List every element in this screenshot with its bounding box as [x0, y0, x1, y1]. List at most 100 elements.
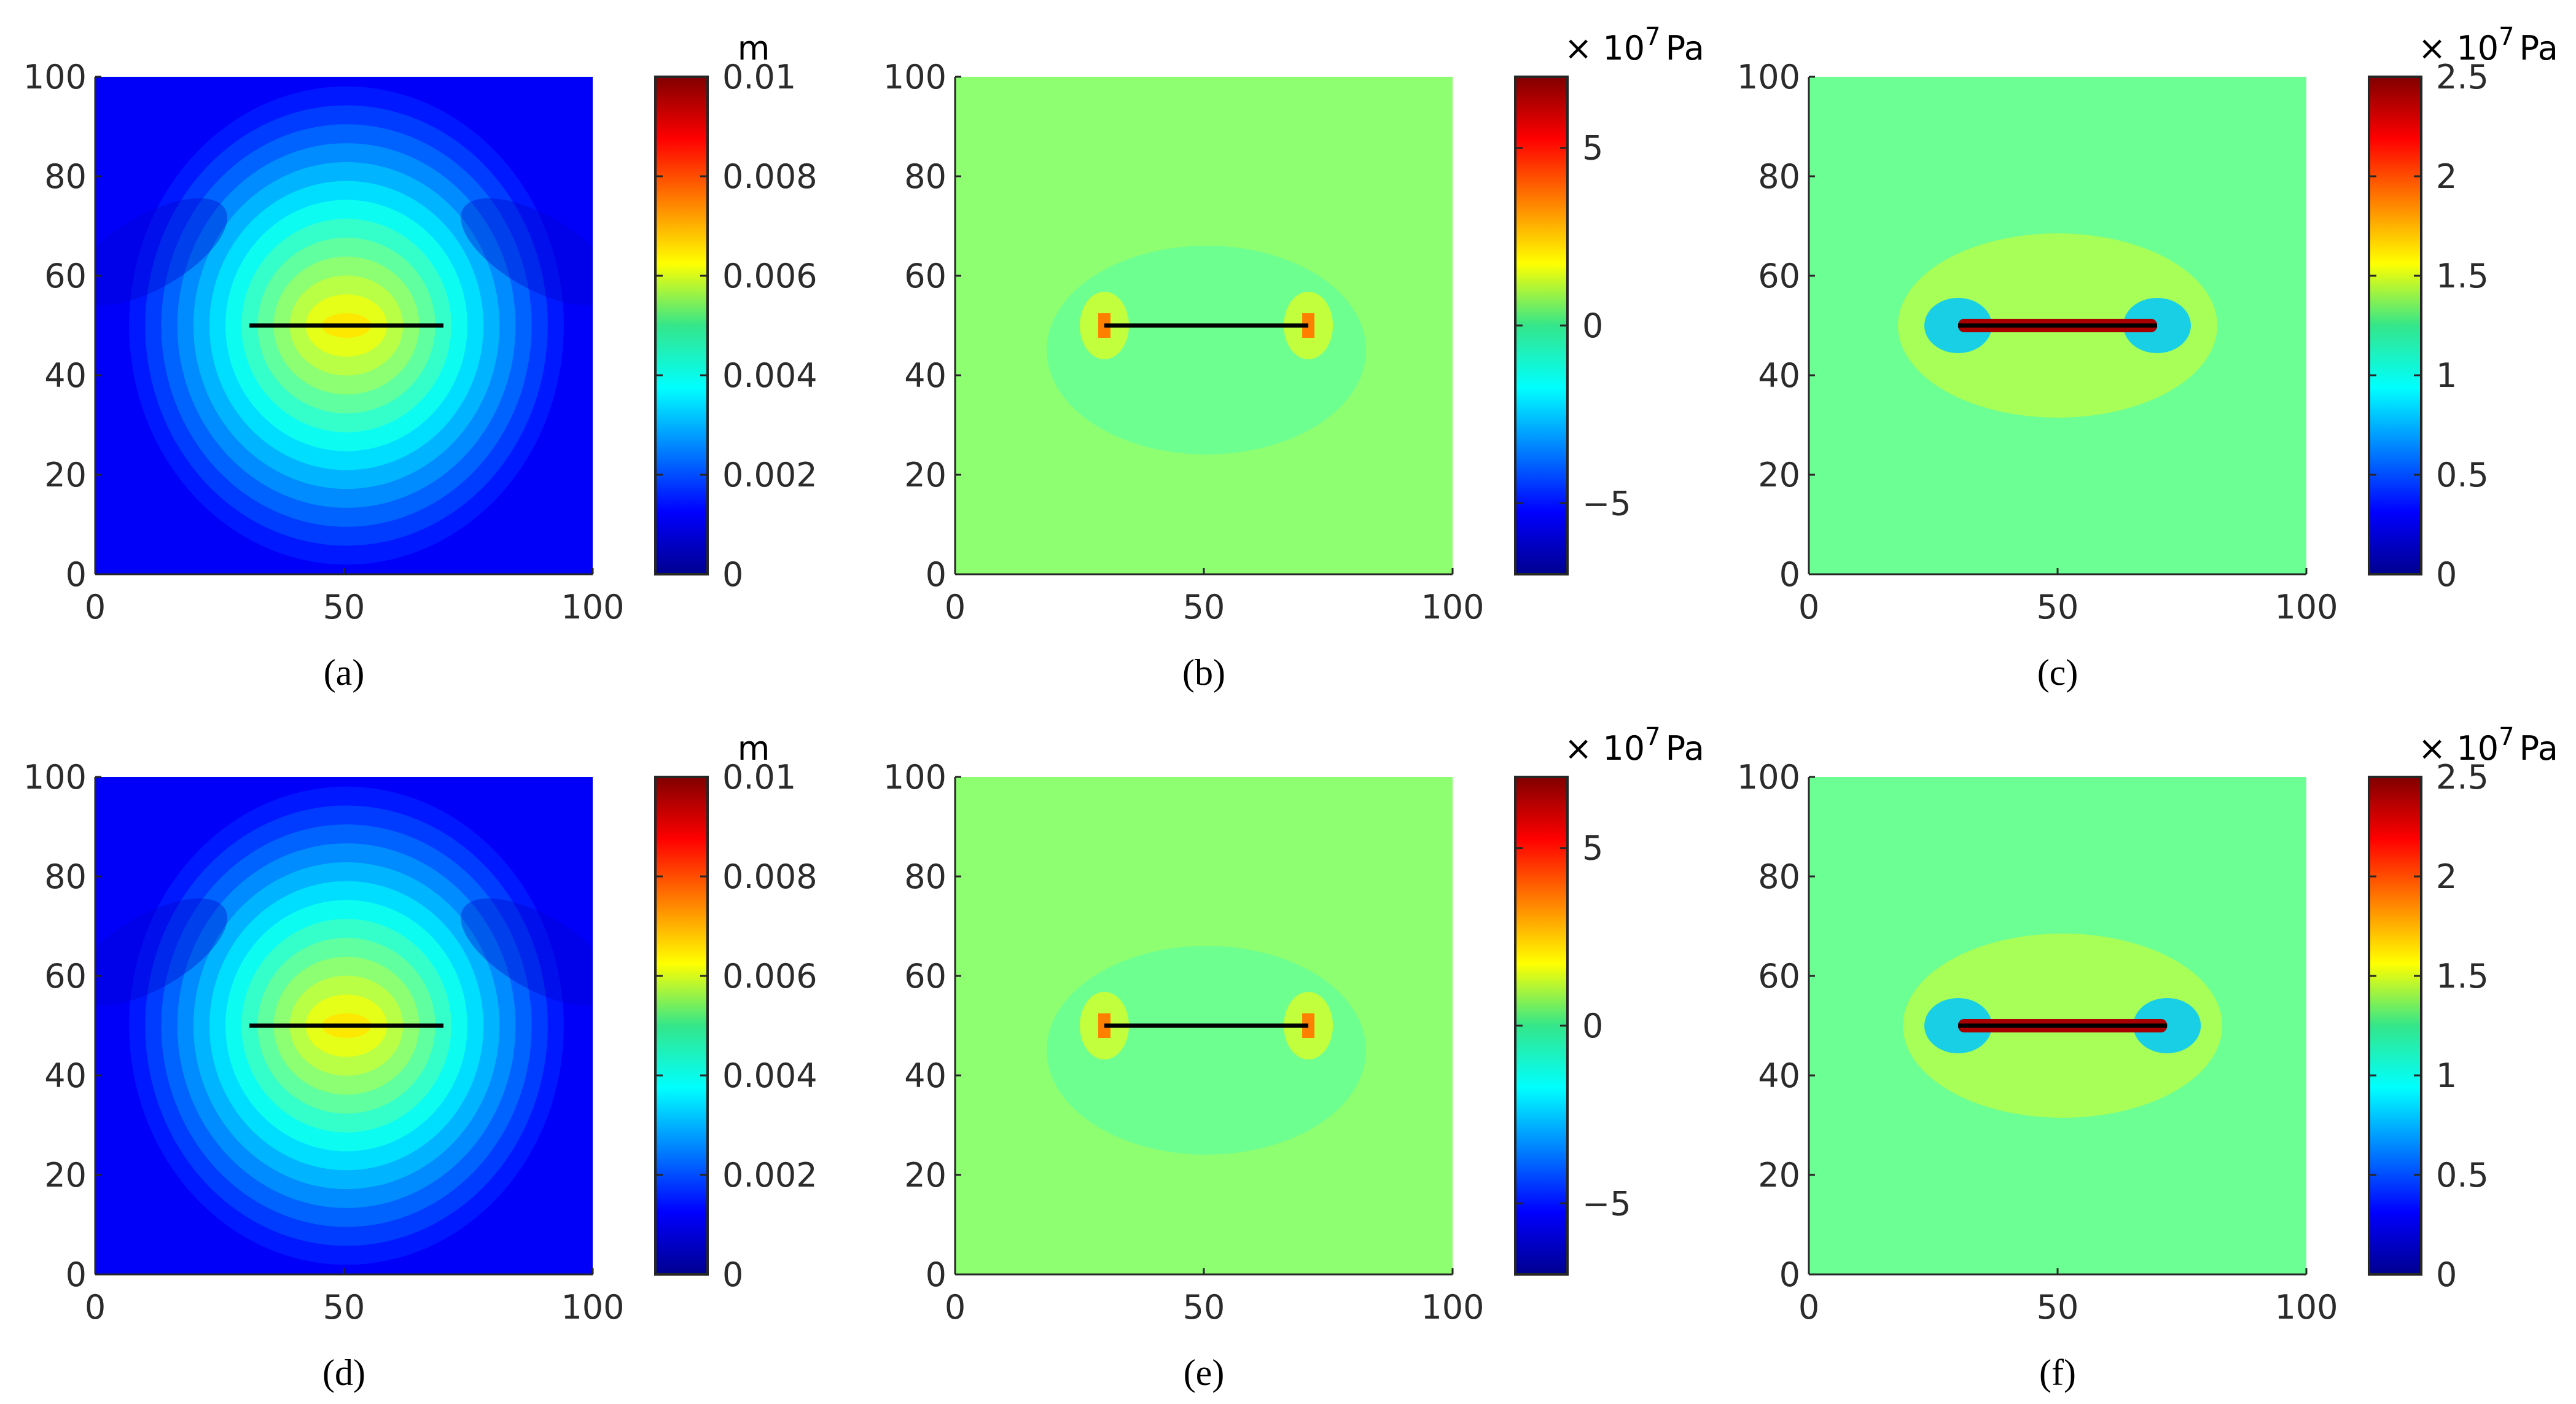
colorbar-tick-label: 0 — [2436, 1255, 2457, 1294]
colorbar — [1514, 76, 1569, 575]
y-tick-label: 20 — [904, 1156, 946, 1195]
colorbar-tick-label: 0.5 — [2436, 456, 2489, 494]
y-tick-label: 100 — [1737, 758, 1800, 797]
y-tick-label: 0 — [926, 1255, 946, 1294]
y-tick-label: 40 — [1758, 356, 1800, 395]
colorbar-unit: × 107 Pa — [2418, 23, 2558, 68]
panel-a: 0 20 40 60 80 100 0 50 100 (a) 0 0.002 0.004 0.006 0.0… — [23, 29, 818, 693]
panel-caption: (a) — [324, 652, 365, 693]
colorbar-tick-label: −5 — [1582, 484, 1631, 523]
colorbar-tick-label: 0 — [2436, 555, 2457, 594]
shadow-lobe — [461, 898, 593, 1006]
panel-e: 0 20 40 60 80 100 0 50 100 (e) −5 0 5 × 107 Pa — [883, 723, 1704, 1393]
panel-caption: (f) — [2039, 1352, 2076, 1393]
panel-caption: (e) — [1184, 1352, 1225, 1393]
colorbar-tick-label: 0.002 — [722, 456, 818, 494]
colorbar-unit: m — [738, 729, 770, 768]
colorbar-tick-label: 2.5 — [2436, 58, 2489, 96]
colorbar-tick-label: 2.5 — [2436, 758, 2489, 797]
colorbar — [654, 76, 709, 575]
y-tick-label: 0 — [1779, 555, 1800, 594]
x-tick-label: 100 — [561, 588, 624, 626]
y-tick-label: 40 — [44, 356, 87, 395]
x-tick-label: 100 — [2274, 1288, 2338, 1327]
colorbar-tick-label: 2 — [2436, 157, 2457, 196]
y-tick-label: 40 — [904, 356, 946, 395]
x-tick-label: 50 — [2037, 588, 2079, 626]
colorbar-tick-label: 5 — [1582, 829, 1603, 868]
x-tick-label: 100 — [2274, 588, 2338, 626]
x-tick-label: 0 — [1798, 588, 1819, 626]
colorbar — [1514, 776, 1569, 1276]
x-tick-label: 0 — [945, 1288, 966, 1327]
x-tick-label: 0 — [85, 588, 106, 626]
colorbar-unit: × 107 Pa — [2418, 723, 2558, 768]
colorbar-tick-label: 0.01 — [722, 758, 796, 797]
y-tick-label: 0 — [66, 1255, 87, 1294]
field-features — [1047, 246, 1367, 454]
y-tick-label: 100 — [883, 758, 946, 797]
panel-caption: (b) — [1182, 652, 1225, 693]
colorbar-tick-label: 2 — [2436, 857, 2457, 896]
y-tick-label: 0 — [66, 555, 87, 594]
panel-caption: (c) — [2037, 652, 2078, 693]
colorbar-tick-label: 1 — [2436, 1056, 2457, 1095]
colorbar — [654, 776, 709, 1276]
panel-f: 0 20 40 60 80 100 0 50 100 (f) 0 0.5 1 1.5 2 2.5× 107 Pa — [1737, 723, 2558, 1393]
colorbar-tick-label: 0 — [1582, 306, 1603, 345]
y-tick-label: 20 — [44, 1156, 87, 1195]
x-tick-label: 100 — [561, 1288, 624, 1327]
panel-d: 0 20 40 60 80 100 0 50 100 (d) 0 0.002 0.004 0.006 0.0… — [23, 729, 818, 1393]
y-tick-label: 60 — [904, 257, 946, 295]
colorbar-tick-label: 0 — [722, 1255, 743, 1294]
x-tick-label: 50 — [323, 1288, 365, 1327]
colorbar-tick-label: 0.006 — [722, 257, 818, 295]
x-tick-label: 0 — [945, 588, 966, 626]
y-tick-label: 80 — [1758, 857, 1800, 896]
y-tick-label: 80 — [44, 857, 87, 896]
shadow-lobe — [95, 198, 227, 306]
x-tick-label: 0 — [85, 1288, 106, 1327]
colorbar-tick-label: 1.5 — [2436, 257, 2489, 295]
colorbar-tick-label: 0.004 — [722, 1056, 818, 1095]
colorbar-tick-label: 0 — [722, 555, 743, 594]
colorbar-tick-label: 0.008 — [722, 157, 818, 196]
colorbar-unit: m — [738, 29, 770, 68]
y-tick-label: 20 — [1758, 1156, 1800, 1195]
shadow-lobe — [95, 898, 227, 1006]
panel-caption: (d) — [322, 1352, 365, 1393]
colorbar-tick-label: 0.5 — [2436, 1156, 2489, 1195]
colorbar-unit: × 107 Pa — [1564, 723, 1704, 768]
y-tick-label: 0 — [1779, 1255, 1800, 1294]
y-tick-label: 40 — [904, 1056, 946, 1095]
field-features — [95, 77, 593, 574]
x-tick-label: 100 — [1421, 1288, 1484, 1327]
colorbar-tick-label: 5 — [1582, 129, 1603, 168]
x-tick-label: 0 — [1798, 1288, 1819, 1327]
y-tick-label: 40 — [1758, 1056, 1800, 1095]
colorbar-tick-label: 1 — [2436, 356, 2457, 395]
panel-b: 0 20 40 60 80 100 0 50 100 (b) −5 0 5 × 107 Pa — [883, 23, 1704, 693]
y-tick-label: 100 — [23, 58, 87, 96]
colorbar-tick-label: −5 — [1582, 1184, 1631, 1223]
y-tick-label: 100 — [23, 758, 87, 797]
colorbar-tick-label: 1.5 — [2436, 957, 2489, 996]
colorbar-tick-label: 0.004 — [722, 356, 818, 395]
y-tick-label: 100 — [883, 58, 946, 96]
field-features — [1047, 946, 1367, 1155]
y-tick-label: 80 — [904, 157, 946, 196]
colorbar — [2368, 76, 2422, 575]
y-tick-label: 60 — [904, 957, 946, 996]
colorbar — [2368, 776, 2422, 1276]
y-tick-label: 80 — [44, 157, 87, 196]
colorbar-unit: × 107 Pa — [1564, 23, 1704, 68]
y-tick-label: 20 — [904, 456, 946, 494]
colorbar-tick-label: 0.006 — [722, 957, 818, 996]
y-tick-label: 60 — [1758, 257, 1800, 295]
x-tick-label: 50 — [1183, 1288, 1225, 1327]
y-tick-label: 20 — [1758, 456, 1800, 494]
y-tick-label: 60 — [1758, 957, 1800, 996]
y-tick-label: 40 — [44, 1056, 87, 1095]
stress-shadow — [1047, 946, 1367, 1155]
